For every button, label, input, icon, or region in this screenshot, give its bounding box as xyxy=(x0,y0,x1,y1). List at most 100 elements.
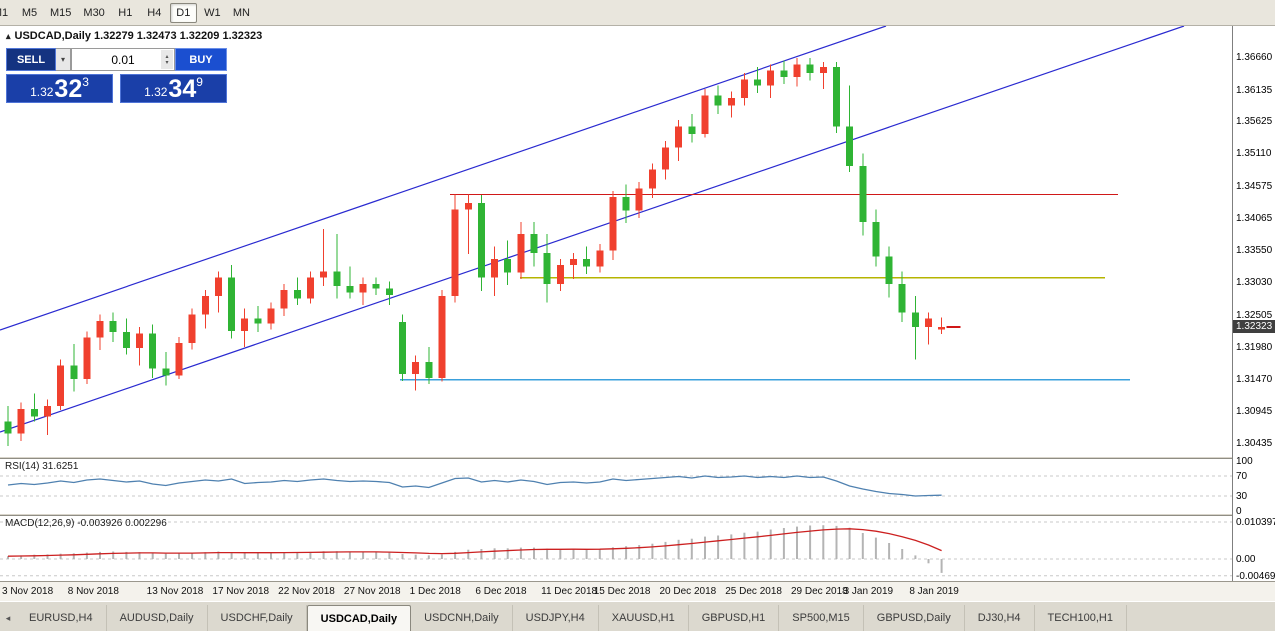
trendline[interactable] xyxy=(0,26,887,331)
candle-body xyxy=(675,126,683,148)
sell-price-pips: 32 xyxy=(54,75,83,103)
chart-tabs-bar: ◂ EURUSD,H4 AUDUSD,Daily USDCHF,Daily USDCA… xyxy=(0,601,1275,631)
price-axis-label: 1.32505 xyxy=(1236,309,1273,321)
sell-button[interactable]: SELL xyxy=(6,48,56,71)
price-scale[interactable]: 1.32323 1.36660 1.36135 1.35625 1.35110 1.34… xyxy=(1232,26,1275,582)
volume-field[interactable]: 0.01 ▴ ▾ xyxy=(71,48,175,71)
chart-area[interactable]: ▴ USDCAD,Daily 1.32279 1.32473 1.32209 1… xyxy=(0,26,1275,456)
candle-body xyxy=(556,265,564,284)
timeframe-button-m1[interactable]: M1 xyxy=(0,3,14,23)
current-price-value: 1.32323 xyxy=(1236,320,1273,332)
sell-price-big-figure: 1.32 xyxy=(30,85,54,99)
candle-body xyxy=(859,166,867,222)
time-axis[interactable]: 3 Nov 2018 8 Nov 2018 13 Nov 2018 17 Nov 20… xyxy=(0,581,1275,601)
candle-body xyxy=(162,368,170,376)
timeframe-button-mn[interactable]: MN xyxy=(228,3,255,23)
candle-body xyxy=(517,234,525,273)
timeframe-button-h1[interactable]: H1 xyxy=(112,3,139,23)
candle-body xyxy=(122,332,130,349)
spin-down-icon[interactable]: ▾ xyxy=(165,59,169,66)
date-axis-label: 8 Nov 2018 xyxy=(67,586,119,597)
chart-tab-sp500-m15[interactable]: SP500,M15 xyxy=(779,605,864,631)
timeframe-button-group: M1M5M15M30H1H4D1W1MN xyxy=(0,2,256,23)
price-axis-label: 1.36660 xyxy=(1236,52,1273,64)
volume-spinner[interactable]: ▴ ▾ xyxy=(161,50,173,69)
price-axis-label: 1.35625 xyxy=(1236,116,1273,128)
date-axis-label: 17 Nov 2018 xyxy=(212,586,270,597)
chart-tab-gbpusd-daily[interactable]: GBPUSD,Daily xyxy=(864,605,965,631)
chart-tab-tech100-h1[interactable]: TECH100,H1 xyxy=(1035,605,1127,631)
rsi-axis-label: 70 xyxy=(1236,471,1248,482)
chart-tab-dj30-h4[interactable]: DJ30,H4 xyxy=(965,605,1035,631)
candle-body xyxy=(635,188,643,211)
tabs-scroll-left-icon[interactable]: ◂ xyxy=(5,612,11,623)
price-axis-label: 1.34575 xyxy=(1236,181,1273,193)
chart-tab-usdchf-daily[interactable]: USDCHF,Daily xyxy=(208,605,307,631)
date-axis-label: 8 Jan 2019 xyxy=(909,586,959,597)
pane-separator[interactable] xyxy=(0,456,1275,459)
rsi-axis-label: 0 xyxy=(1236,506,1242,517)
chart-tab-usdcad-daily[interactable]: USDCAD,Daily xyxy=(306,605,412,631)
timeframe-button-h4[interactable]: H4 xyxy=(141,3,168,23)
candle-body xyxy=(898,283,906,313)
chart-tab-usdjpy-h4[interactable]: USDJPY,H4 xyxy=(513,605,599,631)
buy-price-display[interactable]: 1.32 34 9 xyxy=(120,74,227,103)
chart-tab-audusd-daily[interactable]: AUDUSD,Daily xyxy=(107,605,208,631)
macd-axis-label: 0.010397 xyxy=(1236,517,1275,528)
chart-tab-eurusd-h4[interactable]: EURUSD,H4 xyxy=(16,605,107,631)
candle-body xyxy=(267,308,275,324)
candle-body xyxy=(504,259,512,273)
candle-body xyxy=(583,259,591,267)
date-axis-label: 6 Dec 2018 xyxy=(475,586,527,597)
candle-body xyxy=(938,326,946,330)
chart-tab-xauusd-h1[interactable]: XAUUSD,H1 xyxy=(599,605,689,631)
pane-separator[interactable] xyxy=(0,513,1275,516)
sell-price-display[interactable]: 1.32 32 3 xyxy=(6,74,113,103)
collapse-trade-panel-icon[interactable]: ▴ xyxy=(6,30,11,41)
candle-body xyxy=(201,296,209,315)
candle-body xyxy=(662,147,669,170)
candle-body xyxy=(872,221,880,257)
chart-tabs: EURUSD,H4 AUDUSD,Daily USDCHF,Daily USDCAD,… xyxy=(16,605,1127,631)
sell-price-point: 3 xyxy=(82,75,89,89)
spin-up-icon[interactable]: ▴ xyxy=(165,53,169,60)
date-axis-label: 3 Nov 2018 xyxy=(2,586,54,597)
candle-body xyxy=(214,277,222,297)
candle-body xyxy=(701,95,709,134)
buy-button[interactable]: BUY xyxy=(175,48,227,71)
candlestick-chart[interactable] xyxy=(0,26,1232,456)
candle-body xyxy=(57,365,65,406)
date-axis-label: 11 Dec 2018 xyxy=(541,586,598,597)
timeframe-button-m30[interactable]: M30 xyxy=(78,3,109,23)
price-axis-label: 1.31980 xyxy=(1236,342,1273,354)
chart-tab-gbpusd-h1[interactable]: GBPUSD,H1 xyxy=(689,605,780,631)
one-click-trading-panel: SELL ▾ 0.01 ▴ ▾ BUY 1.32 32 3 xyxy=(6,48,227,103)
price-axis-label: 1.31470 xyxy=(1236,373,1273,385)
candle-body xyxy=(44,405,51,417)
candle-body xyxy=(346,286,354,293)
candle-body xyxy=(833,66,840,127)
rsi-plot xyxy=(0,475,1232,497)
candle-body xyxy=(596,250,604,267)
timeframe-button-m15[interactable]: M15 xyxy=(45,3,76,23)
date-axis-label: 15 Dec 2018 xyxy=(593,586,651,597)
buy-price-big-figure: 1.32 xyxy=(144,85,168,99)
volume-dropdown-icon[interactable]: ▾ xyxy=(56,48,71,71)
rsi-label: RSI(14) 31.6251 xyxy=(5,461,79,472)
candle-body xyxy=(451,209,459,297)
timeframe-button-w1[interactable]: W1 xyxy=(199,3,226,23)
candle-body xyxy=(714,95,722,106)
candle-body xyxy=(543,252,551,284)
candle-body xyxy=(530,234,538,253)
date-axis-label: 1 Dec 2018 xyxy=(409,586,461,597)
chart-tab-usdcnh-daily[interactable]: USDCNH,Daily xyxy=(411,605,513,631)
candle-body xyxy=(83,337,91,380)
rsi-pane[interactable]: RSI(14) 31.6251 xyxy=(0,459,1275,513)
price-axis-label: 1.35110 xyxy=(1236,148,1272,160)
timeframe-button-d1[interactable]: D1 xyxy=(169,2,197,23)
trendline[interactable] xyxy=(0,26,1185,433)
candle-body xyxy=(806,64,814,74)
timeframe-button-m5[interactable]: M5 xyxy=(16,3,43,23)
macd-pane[interactable]: MACD(12,26,9) -0.003926 0.002296 xyxy=(0,516,1275,581)
candle-body xyxy=(754,79,762,86)
